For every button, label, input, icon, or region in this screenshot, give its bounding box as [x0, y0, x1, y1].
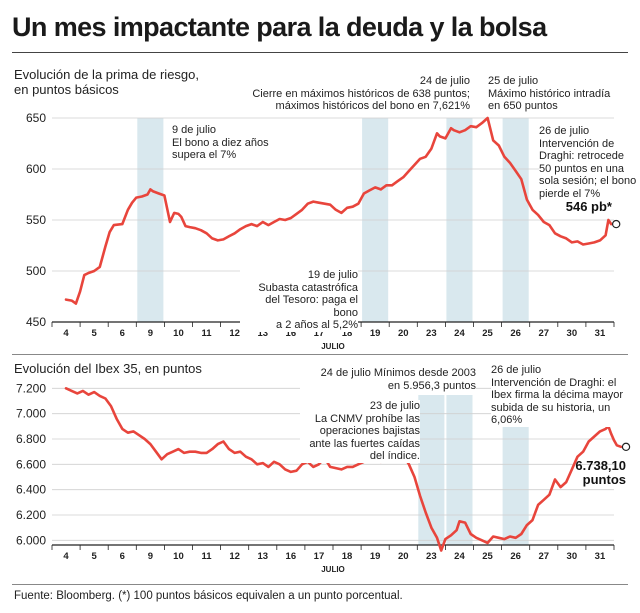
chart2-xtick-label: 11: [202, 551, 213, 562]
chart2-annotation-23-julio: 23 de julio La CNMV prohíbe las operacio…: [300, 400, 420, 463]
chart2-xtick-label: 17: [314, 551, 325, 562]
chart1-xtick-label: 27: [538, 328, 549, 339]
chart2-ytick-label: 7.000: [16, 407, 46, 421]
chart1-ylabel: Evolución de la prima de riesgo, en punt…: [14, 67, 199, 97]
chart1-end-value: 546 pb*: [565, 199, 612, 214]
chart1-xtick-label: 11: [202, 328, 213, 339]
chart2-xtick-label: 4: [63, 551, 69, 562]
chart1-xtick-label: 17: [314, 328, 325, 339]
chart2-end-value: 6.738,10 puntos: [575, 458, 626, 487]
chart2-ytick-label: 6.800: [16, 432, 46, 446]
title-rule: [12, 52, 628, 53]
chart2-xtick-label: 19: [370, 551, 381, 562]
chart2-xtick-label: 27: [538, 551, 549, 562]
chart2-shade-day-24: [446, 395, 473, 545]
chart2-xtick-label: 5: [92, 551, 98, 562]
chart2-ytick-label: 6.000: [16, 533, 46, 547]
chart1-xtick-label: 13: [257, 328, 268, 339]
chart1-xlabel: JULIO: [321, 342, 345, 351]
chart2-xtick-label: 18: [342, 551, 353, 562]
chart1-xtick-label: 6: [120, 328, 125, 339]
chart1-ytick-label: 500: [26, 264, 46, 278]
chart2-xtick-label: 10: [173, 551, 184, 562]
chart2-xtick-label: 13: [257, 551, 268, 562]
chart2-xtick-label: 12: [229, 551, 240, 562]
chart1-xtick-label: 20: [398, 328, 409, 339]
chart1-xtick-label: 4: [63, 328, 69, 339]
chart2-xtick-label: 25: [482, 551, 493, 562]
chart1-xtick-label: 12: [229, 328, 240, 339]
chart1-xtick-label: 16: [286, 328, 297, 339]
chart2-xtick-label: 16: [286, 551, 297, 562]
chart2-ytick-label: 6.600: [16, 457, 46, 471]
chart2-xlabel: JULIO: [321, 565, 345, 574]
chart2-annotation-26-julio: 26 de julio Intervención de Draghi: el I…: [491, 364, 624, 427]
chart1-ytick-label: 450: [26, 315, 46, 329]
chart1-ylabel-line: en puntos básicos: [14, 82, 119, 97]
chart2-series-line: [64, 386, 623, 552]
chart2-annotation-24-julio: 24 de julio Mínimos desde 2003 en 5.956,…: [300, 367, 476, 392]
chart1-annotation-25-julio: 25 de julio Máximo histórico intradía en…: [488, 75, 611, 113]
chart1-annotation-24-julio: 24 de julio Cierre en máximos históricos…: [250, 75, 470, 113]
chart1-series-line: [64, 116, 613, 305]
chart1-xtick-label: 31: [595, 328, 606, 339]
chart1-xtick-label: 5: [92, 328, 98, 339]
footer-rule: [12, 584, 628, 585]
chart1-ytick-label: 600: [26, 162, 46, 176]
footer-source: Fuente: Bloomberg. (*) 100 puntos básico…: [14, 590, 403, 602]
section-divider: [12, 354, 628, 355]
chart1-xtick-label: 24: [454, 328, 465, 339]
chart2-xtick-label: 23: [426, 551, 437, 562]
chart1-ylabel-line: Evolución de la prima de riesgo,: [14, 67, 199, 82]
chart1-xtick-label: 18: [342, 328, 353, 339]
chart2-ytick-label: 7.200: [16, 381, 46, 395]
chart1-end-marker: [611, 219, 621, 229]
chart2-xtick-label: 6: [120, 551, 125, 562]
chart1-xtick-label: 30: [567, 328, 578, 339]
chart1-xtick-label: 23: [426, 328, 437, 339]
chart1-xtick-label: 9: [148, 328, 153, 339]
chart1-xtick-label: 25: [482, 328, 493, 339]
chart2-xtick-label: 20: [398, 551, 409, 562]
chart2-xtick-label: 24: [454, 551, 465, 562]
chart1-xtick-label: 19: [370, 328, 381, 339]
chart2-xtick-label: 30: [567, 551, 578, 562]
chart2-ylabel: Evolución del Ibex 35, en puntos: [14, 361, 202, 376]
chart1-annotation-9-julio: 9 de julio El bono a diez años supera el…: [172, 124, 269, 162]
chart2-shade-day-23: [418, 395, 445, 545]
chart1-xtick-label: 10: [173, 328, 184, 339]
chart2-xtick-label: 26: [510, 551, 521, 562]
chart2-xtick-label: 31: [595, 551, 606, 562]
chart2-xtick-label: 9: [148, 551, 153, 562]
chart1-ytick-label: 550: [26, 213, 46, 227]
chart2-ytick-label: 6.400: [16, 483, 46, 497]
chart1-xtick-label: 26: [510, 328, 521, 339]
chart2-ytick-label: 6.200: [16, 508, 46, 522]
chart2-end-marker: [621, 442, 631, 452]
chart1-ytick-label: 650: [26, 111, 46, 125]
chart1-annotation-26-julio: 26 de julio Intervención de Draghi: retr…: [539, 125, 637, 200]
page-title: Un mes impactante para la deuda y la bol…: [12, 12, 547, 42]
chart1-annotation-19-julio: 19 de julio Subasta catastrófica del Tes…: [240, 269, 358, 332]
